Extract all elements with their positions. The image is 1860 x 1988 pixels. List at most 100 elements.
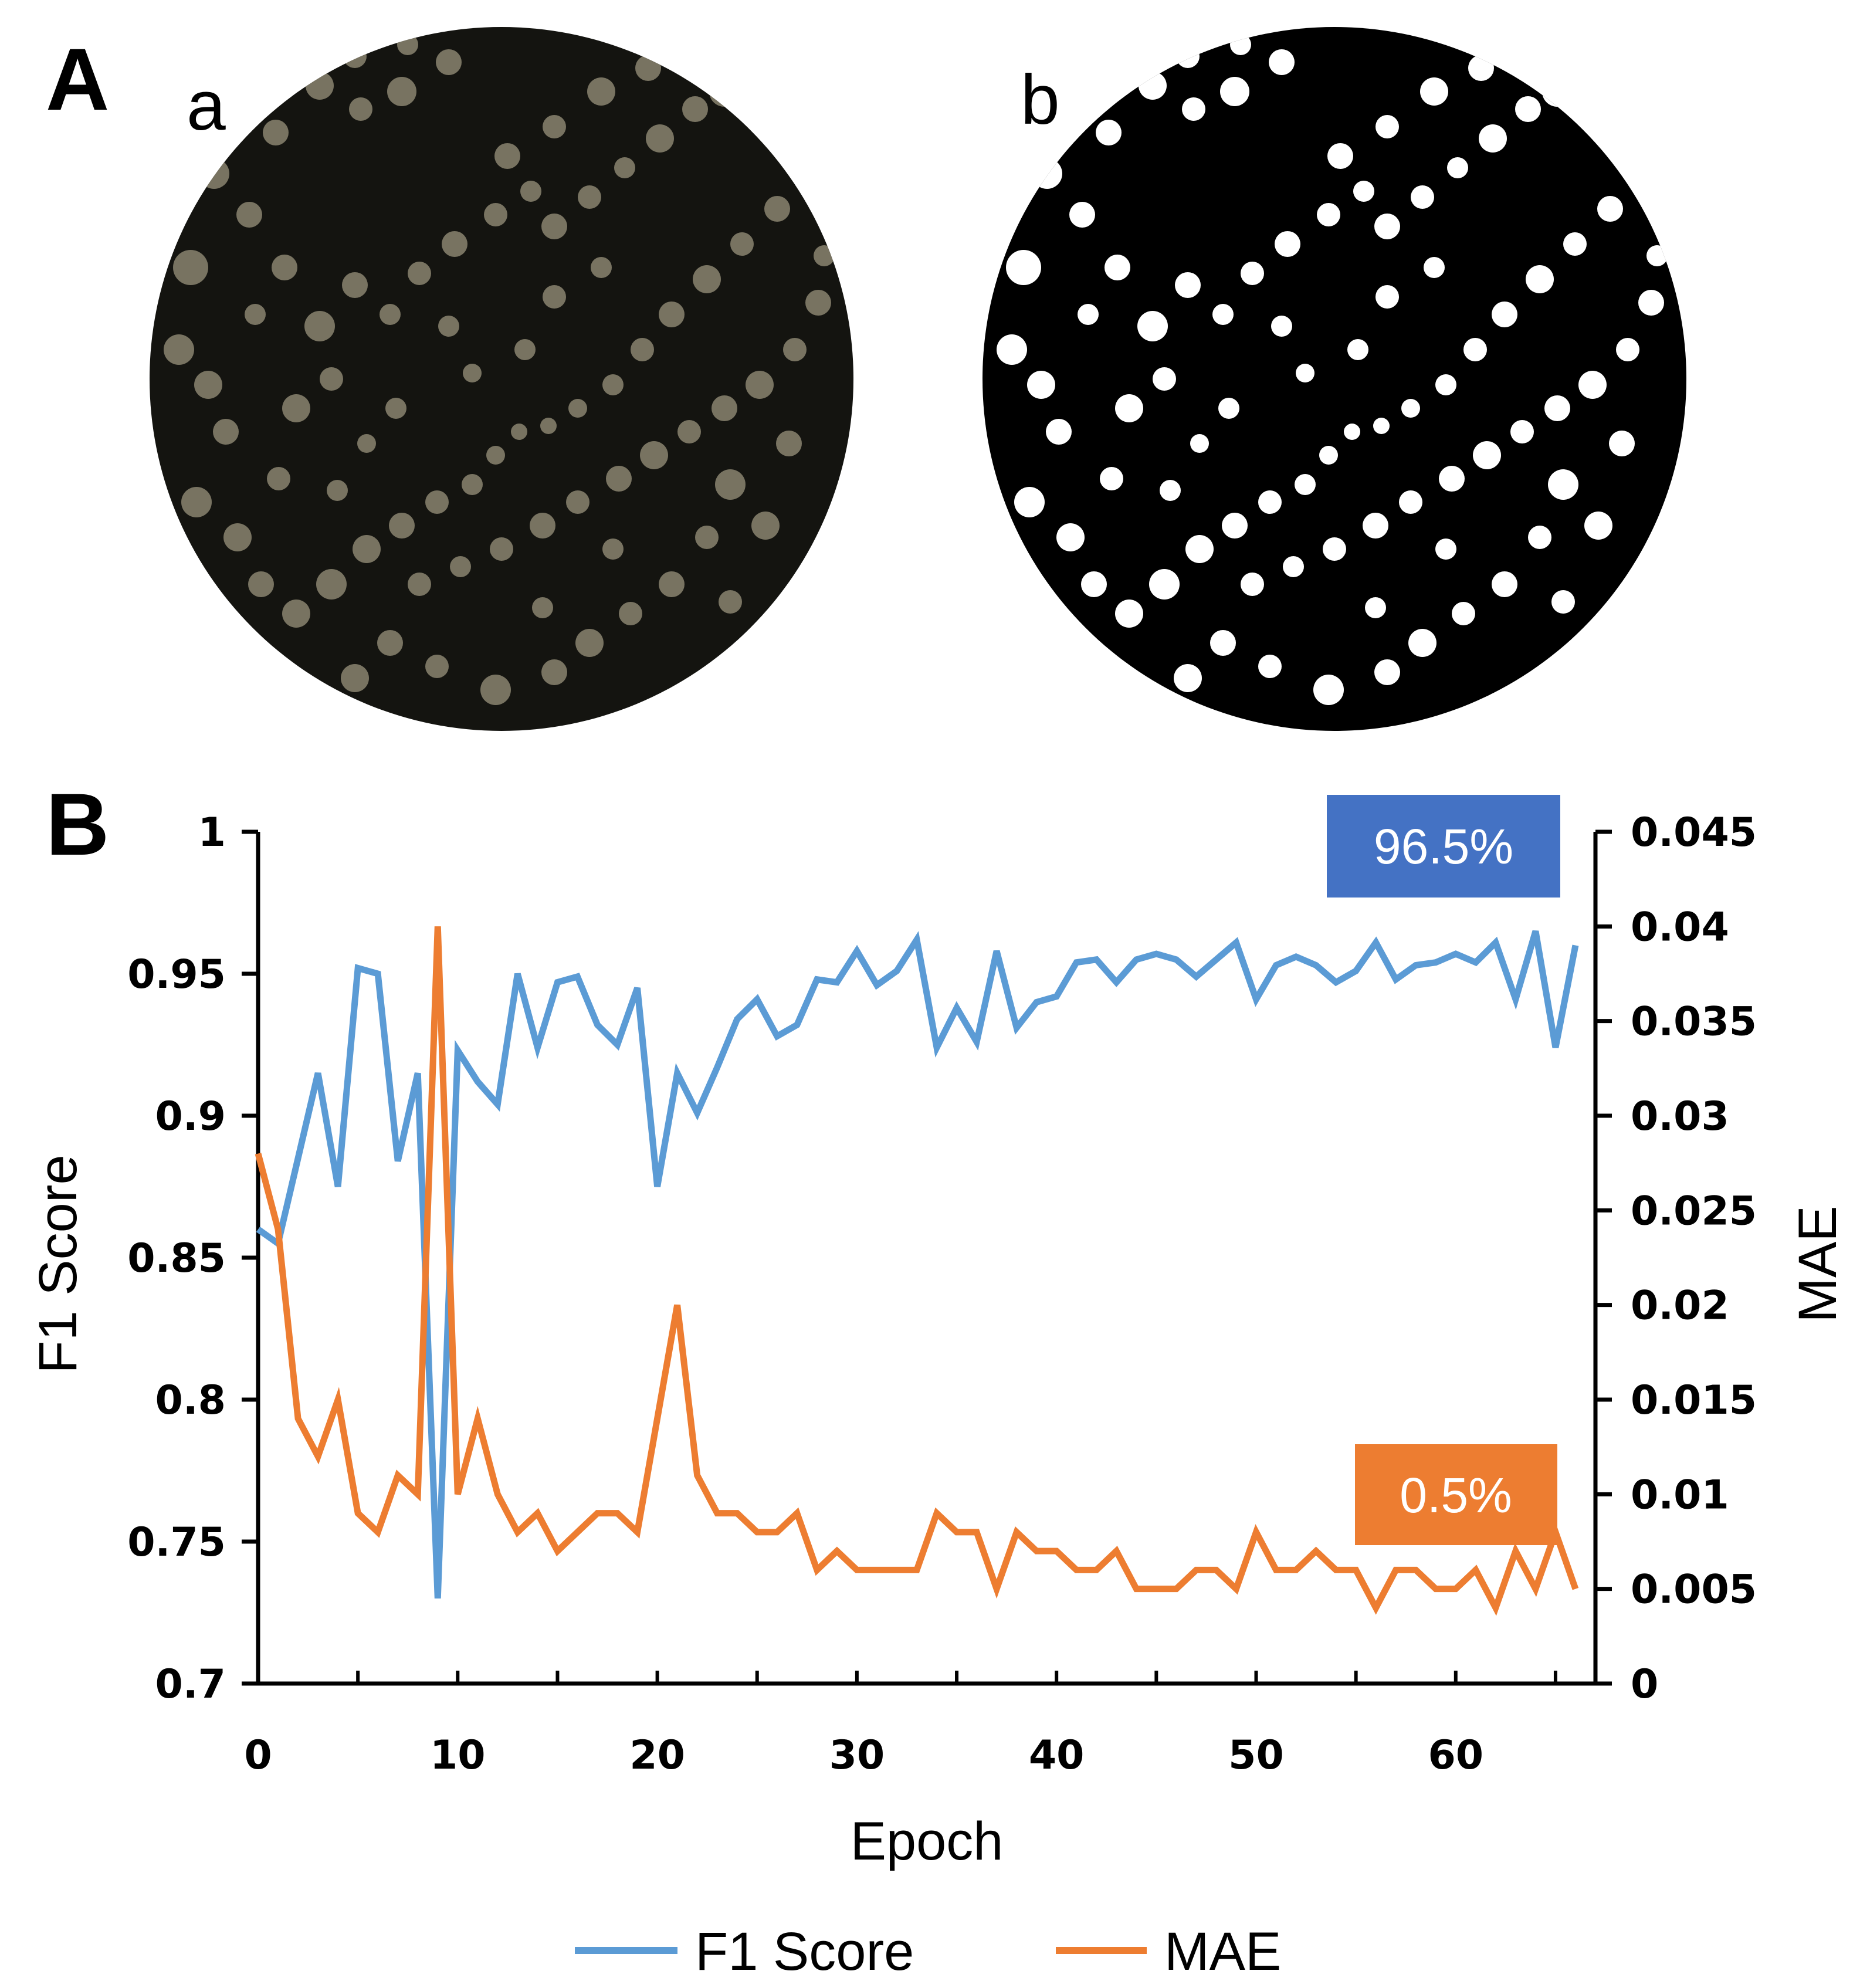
photo-colony <box>682 96 708 122</box>
legend-mae-label: MAE <box>1164 1922 1281 1982</box>
photo-colony <box>541 659 567 685</box>
mask-colony <box>1283 556 1304 577</box>
mask-colony <box>1027 371 1055 399</box>
x-axis-title: Epoch <box>851 1811 1004 1871</box>
photo-colony <box>450 556 471 577</box>
petri-dish-segmentation-mask <box>982 27 1686 731</box>
mask-colony <box>1241 573 1264 596</box>
photo-colony <box>164 334 194 365</box>
photo-colony <box>730 232 754 256</box>
photo-colony <box>248 571 274 597</box>
mask-colony <box>1269 49 1295 75</box>
mask-colony <box>1563 232 1587 256</box>
right-y-tick-label: 0.005 <box>1631 1567 1757 1613</box>
photo-colony <box>751 512 780 540</box>
mask-colony <box>1515 96 1541 122</box>
mask-colony <box>1401 399 1420 418</box>
photo-colony <box>462 474 483 495</box>
photo-colony <box>566 490 589 514</box>
mask-colony <box>1014 487 1045 517</box>
photo-colony <box>316 569 347 600</box>
right-y-tick-label: 0.01 <box>1631 1472 1729 1518</box>
subpanel-label-b: b <box>1021 60 1060 139</box>
photo-colony <box>408 262 431 285</box>
photo-colony <box>695 526 719 549</box>
photo-colony <box>540 418 557 434</box>
photo-colony <box>484 203 507 226</box>
mask-colony <box>1616 338 1639 361</box>
mask-colony <box>1137 311 1168 341</box>
mask-colony <box>1424 257 1445 278</box>
mask-colony <box>1411 185 1434 209</box>
mask-colony <box>1317 203 1340 226</box>
mask-colony <box>1212 304 1234 325</box>
photo-colony <box>602 374 624 395</box>
x-tick-label: 50 <box>1228 1732 1284 1779</box>
photo-colony <box>693 265 721 293</box>
photo-colony <box>805 290 831 316</box>
photo-dish-disc <box>150 27 853 731</box>
photo-colony <box>380 304 401 325</box>
right-y-tick-label: 0.04 <box>1631 904 1729 950</box>
photo-colony <box>709 76 740 107</box>
mask-colony <box>1160 480 1181 501</box>
photo-colony <box>320 367 343 391</box>
x-tick-label: 20 <box>629 1732 685 1779</box>
right-y-tick-label: 0.03 <box>1631 1093 1729 1140</box>
photo-colony <box>220 97 255 133</box>
mask-colony <box>1463 338 1487 361</box>
ticks-layer: 0.70.750.80.850.90.95100.0050.010.0150.0… <box>127 810 1757 1779</box>
photo-colony <box>282 394 310 422</box>
mask-colony <box>1353 181 1374 202</box>
left-y-tick-label: 1 <box>198 810 226 856</box>
photo-colony <box>213 419 239 445</box>
photo-colony <box>397 34 418 55</box>
mask-colony <box>1174 664 1202 692</box>
f1-callout-text: 96.5% <box>1374 819 1513 874</box>
photo-colony <box>199 158 229 189</box>
left-y-axis-title: F1 Score <box>28 1154 88 1373</box>
mask-colony <box>1473 441 1501 469</box>
photo-colony <box>274 52 307 84</box>
mask-colony <box>1526 265 1554 293</box>
mask-colony <box>1078 304 1099 325</box>
photo-colony <box>635 55 661 81</box>
mask-colony <box>1182 97 1205 121</box>
mask-colony <box>1375 285 1399 309</box>
photo-colony <box>578 185 601 209</box>
right-y-tick-label: 0 <box>1631 1661 1658 1708</box>
photo-colony <box>236 202 262 228</box>
mask-colony <box>1542 76 1573 107</box>
mask-colony <box>1468 55 1494 81</box>
panel-label-b: B <box>46 775 110 873</box>
mask-colony <box>1107 52 1140 84</box>
mask-colony <box>1528 526 1551 549</box>
mask-colony <box>1271 316 1292 337</box>
photo-colony <box>387 77 416 106</box>
photo-colony <box>532 597 553 618</box>
mask-colony <box>1510 420 1534 443</box>
mask-colony <box>1006 250 1041 285</box>
photo-colony <box>494 143 520 169</box>
mask-colony <box>1295 474 1316 495</box>
right-y-tick-label: 0.025 <box>1631 1188 1757 1234</box>
petri-dish-photo <box>150 27 853 731</box>
photo-colony <box>606 466 632 492</box>
mask-colony <box>1081 571 1107 597</box>
mask-colony <box>1435 539 1456 560</box>
photo-colony <box>575 629 604 657</box>
mask-colony <box>1190 434 1209 453</box>
mask-colony <box>1275 231 1300 257</box>
mask-colony <box>1344 424 1360 440</box>
mask-colony <box>1375 115 1399 138</box>
mask-colony <box>1032 158 1062 189</box>
mask-colony <box>1046 419 1072 445</box>
photo-colony <box>389 513 415 539</box>
photo-colony <box>591 257 612 278</box>
mask-colony <box>1139 72 1167 100</box>
photo-colony <box>342 272 368 298</box>
f1-callout: 96.5% <box>1327 795 1560 898</box>
photo-colony <box>263 120 289 145</box>
mask-colony <box>1327 143 1353 169</box>
photo-colony <box>425 490 449 514</box>
